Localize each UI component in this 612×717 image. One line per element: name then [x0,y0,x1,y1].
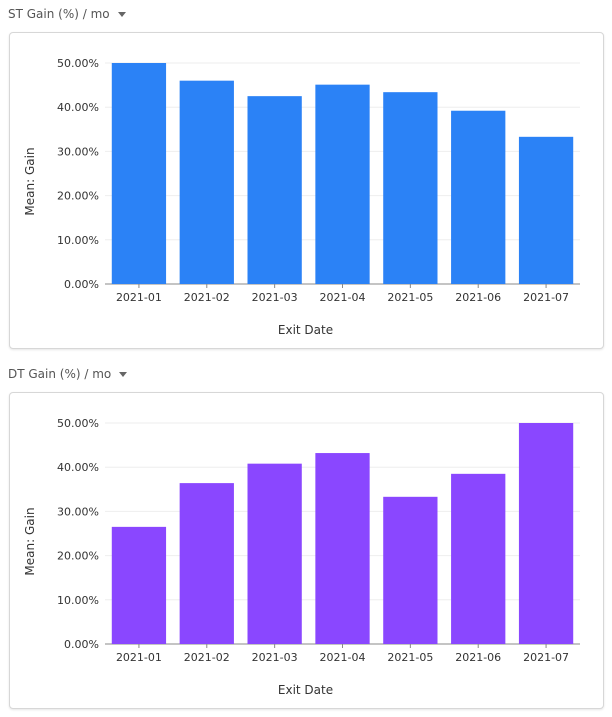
y-tick-label: 10.00% [57,234,99,247]
x-tick-label: 2021-06 [455,291,501,304]
panel-title-text: DT Gain (%) / mo [8,367,112,381]
x-tick-label: 2021-03 [252,291,298,304]
y-axis-title: Mean: Gain [23,147,37,215]
x-tick-label: 2021-01 [116,291,162,304]
bar[interactable] [111,63,167,284]
y-axis-title: Mean: Gain [23,507,37,575]
y-tick-label: 0.00% [64,638,99,651]
caret-down-icon[interactable] [117,12,126,17]
panel-title-dt-gain[interactable]: DT Gain (%) / mo [8,367,128,381]
y-tick-label: 20.00% [57,190,99,203]
x-tick-label: 2021-01 [116,651,162,664]
x-tick-label: 2021-05 [387,651,433,664]
bar[interactable] [315,84,370,284]
y-tick-label: 40.00% [57,101,99,114]
x-tick-label: 2021-02 [184,291,230,304]
caret-down-icon[interactable] [119,372,128,377]
y-tick-label: 10.00% [57,594,99,607]
panel-title-text: ST Gain (%) / mo [8,7,110,21]
x-tick-label: 2021-04 [320,651,366,664]
x-tick-label: 2021-03 [252,651,298,664]
x-tick-label: 2021-07 [523,291,569,304]
bar-chart-st-gain: 0.00% 10.00% 20.00% 30.00% 40.00% 50.00% 2021-… [23,57,580,337]
y-tick-label: 20.00% [57,550,99,563]
y-tick-label: 50.00% [57,417,99,430]
panel-title-st-gain[interactable]: ST Gain (%) / mo [8,7,126,21]
x-tick-label: 2021-02 [184,651,230,664]
bar[interactable] [518,136,574,284]
x-tick-label: 2021-05 [387,291,433,304]
x-tick-label: 2021-06 [455,651,501,664]
bar[interactable] [111,526,167,644]
y-tick-label: 50.00% [57,57,99,70]
x-axis-title: Exit Date [278,683,333,697]
bar[interactable] [247,96,302,285]
y-tick-label: 30.00% [57,145,99,158]
bar[interactable] [451,110,506,285]
x-tick-label: 2021-07 [523,651,569,664]
chart-card-st-gain: 0.00% 10.00% 20.00% 30.00% 40.00% 50.00% 2021-… [9,32,604,349]
x-tick-label: 2021-04 [320,291,366,304]
bar[interactable] [247,463,302,644]
y-tick-label: 40.00% [57,461,99,474]
bar[interactable] [518,423,574,644]
y-tick-label: 30.00% [57,505,99,518]
bar[interactable] [179,80,234,285]
x-axis-title: Exit Date [278,323,333,337]
chart-card-dt-gain: 0.00% 10.00% 20.00% 30.00% 40.00% 50.00% 2021-… [9,392,604,709]
bar[interactable] [451,473,506,644]
bar[interactable] [383,92,438,284]
y-tick-label: 0.00% [64,278,99,291]
bar[interactable] [179,483,234,644]
bar-chart-dt-gain: 0.00% 10.00% 20.00% 30.00% 40.00% 50.00% 2021-… [23,417,580,697]
bar[interactable] [315,453,370,644]
bar[interactable] [383,496,438,644]
